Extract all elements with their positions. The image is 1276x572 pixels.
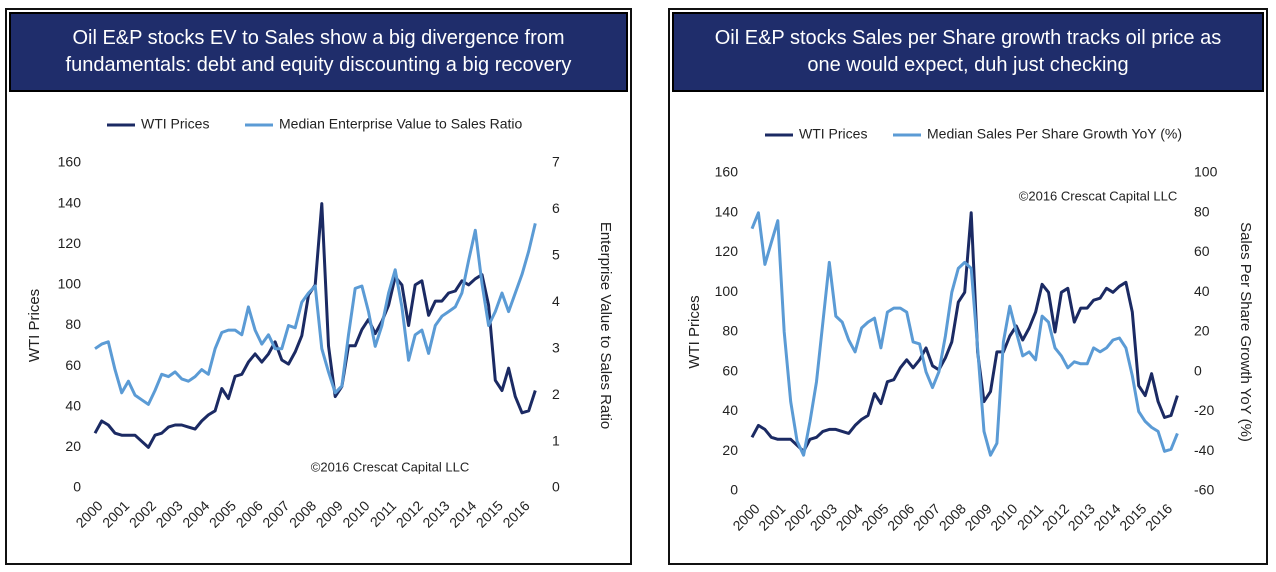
x-tick-label: 2007 [259, 497, 292, 530]
y2-tick-label: 60 [1194, 243, 1210, 259]
y2-tick-label: -20 [1194, 402, 1214, 418]
legend-label: WTI Prices [799, 126, 867, 142]
x-tick-label: 2016 [1142, 500, 1175, 533]
y2-tick-label: 0 [1194, 362, 1202, 378]
x-tick-label: 2009 [313, 497, 346, 530]
x-tick-label: 2005 [858, 500, 891, 533]
y-tick-label: 120 [715, 243, 739, 259]
y-tick-label: 100 [58, 276, 82, 292]
y2-axis-label: Enterprise Value to Sales Ratio [597, 222, 614, 429]
series-line [750, 211, 1179, 457]
y2-tick-label: 100 [1194, 164, 1218, 180]
panel: Oil E&P stocks EV to Sales show a big di… [5, 8, 632, 565]
x-tick-label: 2008 [286, 497, 319, 530]
x-tick-label: 2011 [367, 497, 400, 530]
y-tick-label: 120 [58, 235, 82, 251]
y-tick-label: 160 [715, 164, 739, 180]
y2-tick-label: 4 [552, 293, 560, 309]
y-tick-label: 140 [58, 194, 82, 210]
y2-tick-label: 1 [552, 432, 560, 448]
y2-tick-label: -60 [1194, 482, 1214, 498]
legend-label: WTI Prices [141, 116, 209, 132]
x-tick-label: 2007 [910, 500, 943, 533]
x-tick-label: 2003 [152, 497, 185, 530]
x-tick-label: 2005 [206, 497, 239, 530]
legend-label: Median Sales Per Share Growth YoY (%) [927, 126, 1182, 142]
y2-tick-label: 40 [1194, 283, 1210, 299]
y-tick-label: 20 [65, 438, 81, 454]
x-tick-label: 2006 [884, 500, 917, 533]
y2-axis-label: Sales Per Share Growth YoY (%) [1237, 222, 1254, 442]
y2-tick-label: 20 [1194, 323, 1210, 339]
y-tick-label: 40 [65, 397, 81, 413]
x-tick-label: 2015 [473, 497, 506, 530]
x-tick-label: 2010 [987, 500, 1020, 533]
y2-tick-label: 5 [552, 247, 560, 263]
x-tick-label: 2012 [1039, 500, 1072, 533]
x-tick-label: 2016 [499, 497, 532, 530]
x-tick-label: 2009 [961, 500, 994, 533]
y-tick-label: 100 [715, 283, 739, 299]
x-tick-label: 2000 [72, 497, 105, 530]
y2-tick-label: 7 [552, 154, 560, 170]
x-tick-label: 2003 [807, 500, 840, 533]
y-tick-label: 140 [715, 203, 739, 219]
x-tick-label: 2013 [419, 497, 452, 530]
x-tick-label: 2015 [1116, 500, 1149, 533]
y2-tick-label: 2 [552, 386, 560, 402]
series-line [750, 211, 1179, 453]
y-tick-label: 80 [65, 316, 81, 332]
y-tick-label: 40 [722, 402, 738, 418]
y-axis-label: WTI Prices [26, 289, 43, 362]
y2-tick-label: 3 [552, 339, 560, 355]
y2-tick-label: 80 [1194, 203, 1210, 219]
x-tick-label: 2001 [99, 497, 132, 530]
panel: Oil E&P stocks Sales per Share growth tr… [668, 8, 1268, 565]
series-line [93, 202, 537, 449]
y-tick-label: 0 [73, 479, 81, 495]
y-tick-label: 80 [722, 323, 738, 339]
x-tick-label: 2006 [233, 497, 266, 530]
y-tick-label: 60 [722, 362, 738, 378]
legend-label: Median Enterprise Value to Sales Ratio [279, 116, 523, 132]
y-tick-label: 20 [722, 442, 738, 458]
y-tick-label: 160 [58, 154, 82, 170]
x-tick-label: 2008 [936, 500, 969, 533]
annotation: ©2016 Crescat Capital LLC [1019, 188, 1177, 203]
x-tick-label: 2010 [339, 497, 372, 530]
chart-title: Oil E&P stocks EV to Sales show a big di… [9, 12, 628, 92]
x-tick-label: 2002 [126, 497, 159, 530]
x-tick-label: 2004 [179, 497, 212, 530]
y-tick-label: 0 [730, 482, 738, 498]
x-tick-label: 2014 [446, 497, 479, 530]
y-tick-label: 60 [65, 357, 81, 373]
y2-tick-label: 0 [552, 479, 560, 495]
y2-tick-label: 6 [552, 200, 560, 216]
series-line [94, 223, 537, 406]
x-tick-label: 2012 [393, 497, 426, 530]
x-tick-label: 2004 [833, 500, 866, 533]
y-axis-label: WTI Prices [686, 295, 703, 368]
x-tick-label: 2014 [1090, 500, 1123, 533]
x-tick-label: 2002 [781, 500, 814, 533]
y2-tick-label: -40 [1194, 442, 1214, 458]
x-tick-label: 2001 [755, 500, 788, 533]
x-tick-label: 2000 [729, 500, 762, 533]
chart-title: Oil E&P stocks Sales per Share growth tr… [672, 12, 1264, 92]
x-tick-label: 2011 [1014, 500, 1047, 533]
x-tick-label: 2013 [1065, 500, 1098, 533]
annotation: ©2016 Crescat Capital LLC [311, 459, 469, 474]
